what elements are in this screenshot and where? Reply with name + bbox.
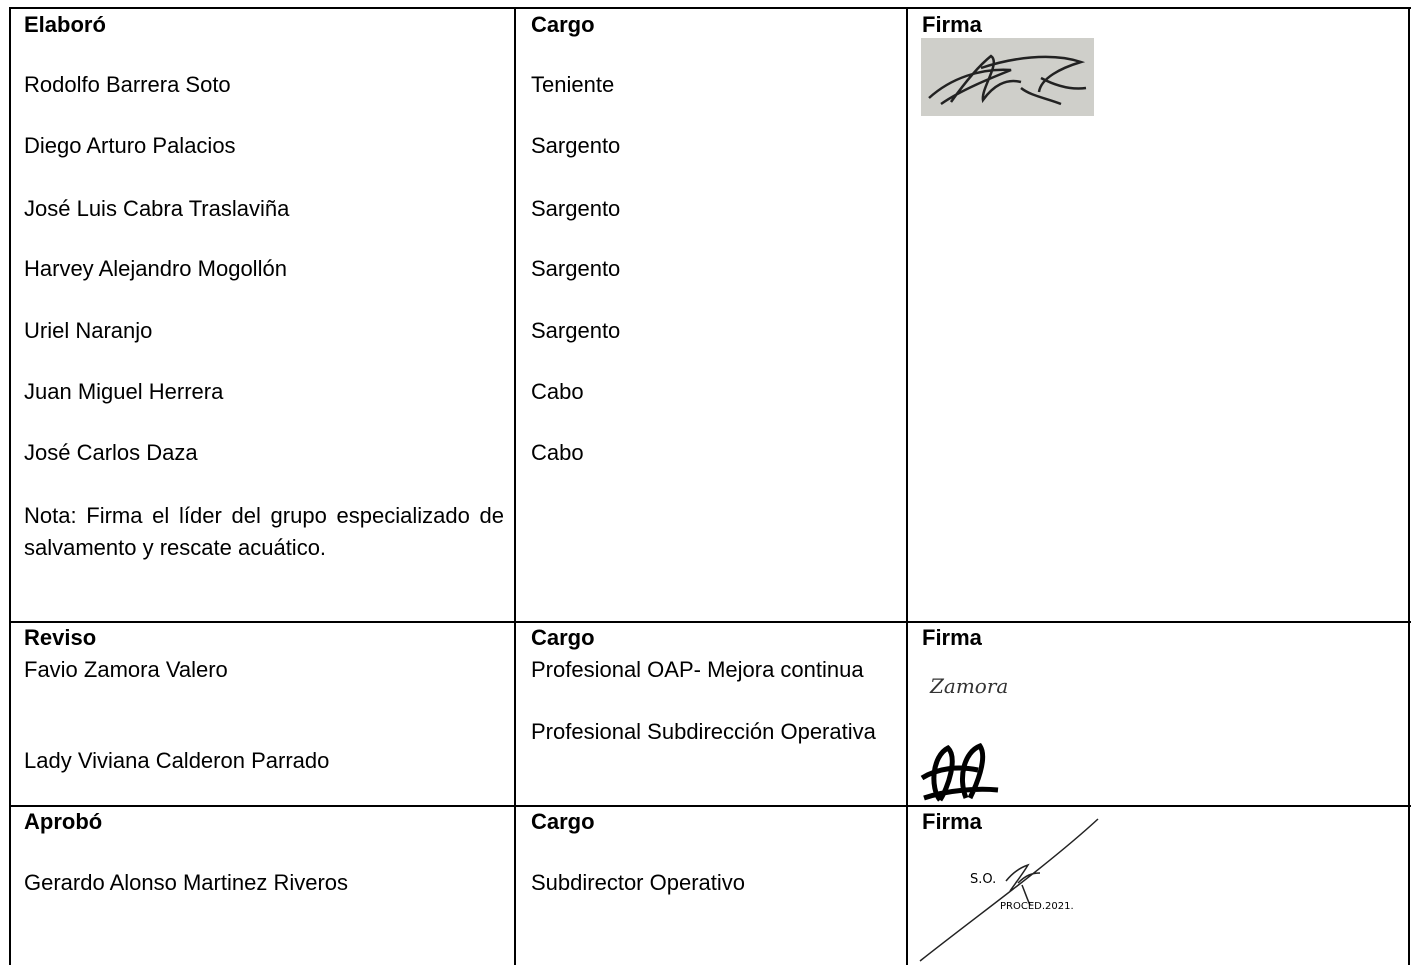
table-border xyxy=(906,7,908,965)
role-cell: Sargento xyxy=(531,318,621,343)
role-cell: Sargento xyxy=(531,196,621,221)
header-cell: Aprobó xyxy=(24,809,103,834)
role-cell: Profesional OAP- Mejora continua xyxy=(531,657,864,682)
signature-text: PROCED.2021. xyxy=(1000,901,1074,912)
name-cell: Harvey Alejandro Mogollón xyxy=(24,256,287,281)
header-cell: Firma xyxy=(922,12,982,37)
header-cell: Elaboró xyxy=(24,12,106,37)
name-cell: Favio Zamora Valero xyxy=(24,657,228,682)
table-border xyxy=(1408,7,1410,965)
role-cell: Profesional Subdirección Operativa xyxy=(531,719,876,744)
role-cell: Sargento xyxy=(531,256,621,281)
role-cell: Subdirector Operativo xyxy=(531,870,745,895)
table-border xyxy=(9,7,1411,9)
table-border xyxy=(9,805,1411,807)
name-cell: Diego Arturo Palacios xyxy=(24,133,236,158)
table-border xyxy=(9,621,1411,623)
role-cell: Teniente xyxy=(531,72,615,97)
signature-text: S.O. xyxy=(970,872,996,887)
name-cell: Uriel Naranjo xyxy=(24,318,153,343)
table-border xyxy=(514,7,516,965)
role-cell: Cabo xyxy=(531,440,584,465)
name-cell: José Carlos Daza xyxy=(24,440,198,465)
name-cell: Lady Viviana Calderon Parrado xyxy=(24,748,330,773)
signature xyxy=(920,742,999,802)
table-border xyxy=(9,7,11,965)
header-cell: Cargo xyxy=(531,809,595,834)
name-cell: José Luis Cabra Traslaviña xyxy=(24,196,290,221)
name-cell: Gerardo Alonso Martinez Riveros xyxy=(24,870,349,895)
header-cell: Cargo xyxy=(531,12,595,37)
header-cell: Firma xyxy=(922,809,982,834)
header-cell: Reviso xyxy=(24,625,97,650)
header-cell: Firma xyxy=(922,625,982,650)
header-cell: Cargo xyxy=(531,625,595,650)
name-cell: Rodolfo Barrera Soto xyxy=(24,72,231,97)
role-cell: Cabo xyxy=(531,379,584,404)
name-cell: Juan Miguel Herrera xyxy=(24,379,224,404)
signature: S.O. PROCED.2021. xyxy=(919,818,1099,962)
note: Nota: Firma el líder del grupo especiali… xyxy=(24,503,504,560)
signature-text: Zamora xyxy=(930,674,1009,698)
signature xyxy=(921,38,1094,116)
role-cell: Sargento xyxy=(531,133,621,158)
